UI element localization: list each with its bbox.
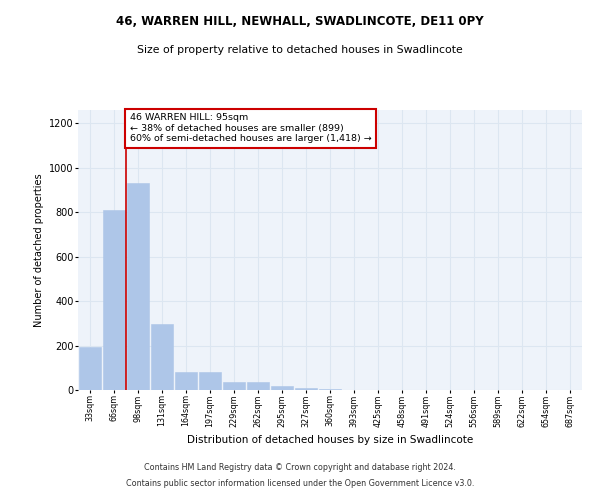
Y-axis label: Number of detached properties: Number of detached properties: [34, 173, 44, 327]
Bar: [127, 184, 149, 390]
Bar: [79, 346, 101, 390]
Bar: [223, 382, 245, 390]
Bar: [103, 210, 125, 390]
Text: 46 WARREN HILL: 95sqm
← 38% of detached houses are smaller (899)
60% of semi-det: 46 WARREN HILL: 95sqm ← 38% of detached …: [130, 114, 371, 143]
Text: Contains public sector information licensed under the Open Government Licence v3: Contains public sector information licen…: [126, 478, 474, 488]
Bar: [295, 388, 317, 390]
Bar: [151, 324, 173, 390]
Text: Contains HM Land Registry data © Crown copyright and database right 2024.: Contains HM Land Registry data © Crown c…: [144, 464, 456, 472]
Text: Size of property relative to detached houses in Swadlincote: Size of property relative to detached ho…: [137, 45, 463, 55]
Bar: [247, 382, 269, 390]
Text: 46, WARREN HILL, NEWHALL, SWADLINCOTE, DE11 0PY: 46, WARREN HILL, NEWHALL, SWADLINCOTE, D…: [116, 15, 484, 28]
Bar: [175, 372, 197, 390]
Bar: [271, 386, 293, 390]
X-axis label: Distribution of detached houses by size in Swadlincote: Distribution of detached houses by size …: [187, 435, 473, 445]
Bar: [199, 372, 221, 390]
